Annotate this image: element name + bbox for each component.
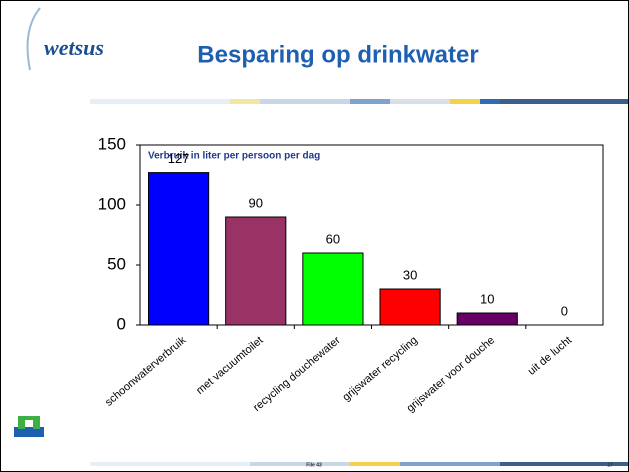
footer-page: 17: [607, 462, 613, 468]
value-label: 30: [403, 267, 417, 282]
y-tick-label: 0: [117, 314, 126, 333]
y-tick-label: 50: [107, 254, 126, 273]
plot-area: [139, 144, 604, 326]
footer-band: [90, 462, 628, 466]
footer-file: File 43: [306, 462, 322, 468]
chart-title: Verbruik in liter per persoon per dag: [148, 151, 320, 162]
footer-logo: [14, 416, 44, 437]
y-tick-label: 150: [98, 134, 126, 153]
value-label: 90: [249, 195, 263, 210]
logo-swoosh: [26, 7, 41, 71]
value-label: 10: [480, 291, 494, 306]
bar: [456, 312, 518, 326]
header-band: [90, 99, 628, 104]
value-label: 127: [168, 151, 190, 166]
bar: [225, 216, 287, 326]
y-tick-label: 100: [98, 194, 126, 213]
value-label: 60: [326, 231, 340, 246]
slide-title: Besparing op drinkwater: [197, 41, 478, 68]
bar: [379, 288, 441, 326]
bar: [302, 252, 364, 326]
bar: [147, 172, 210, 326]
logo-text: wetsus: [44, 35, 104, 60]
value-label: 0: [561, 303, 568, 318]
